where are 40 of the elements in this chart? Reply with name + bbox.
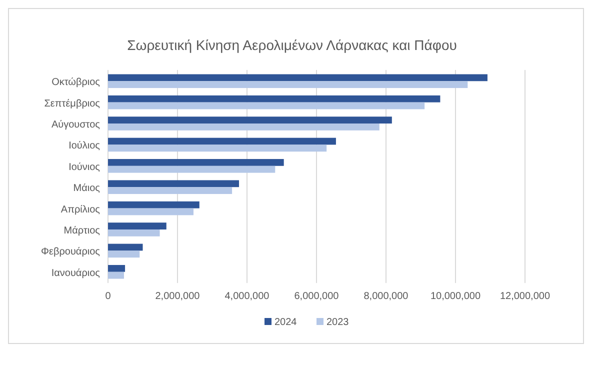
bar [108, 208, 194, 216]
bar [108, 144, 327, 152]
chart-title: Σωρευτική Κίνηση Αερολιμένων Λάρνακας και Πάφου [127, 37, 457, 53]
x-tick-label: 12,000,000 [500, 291, 550, 302]
bar [108, 116, 392, 124]
x-tick-label: 10,000,000 [430, 291, 481, 302]
x-tick-label: 0 [105, 291, 112, 302]
y-tick-label: Ιανουάριος [51, 268, 100, 279]
legend-label: 2024 [274, 317, 298, 328]
x-tick-label: 6,000,000 [294, 291, 340, 302]
bar [108, 102, 425, 110]
y-tick-label: Ιούλιος [68, 140, 100, 152]
y-tick-label: Ιούνιος [68, 162, 100, 173]
y-tick-label: Μάιος [73, 183, 100, 194]
bar [108, 124, 380, 130]
bar [108, 222, 166, 230]
bar [108, 264, 126, 272]
bar [108, 229, 160, 236]
bar [108, 187, 232, 194]
bar [108, 159, 284, 166]
x-tick-label: 4,000,000 [224, 291, 270, 302]
y-tick-label: Αύγουστος [51, 120, 100, 131]
x-tick-label: 2,000,000 [155, 291, 200, 302]
y-tick-label: Φεβρουάριος [41, 246, 100, 258]
y-tick-label: Μάρτιος [64, 225, 100, 236]
bar [108, 138, 336, 145]
y-tick-label: Απρίλιος [60, 204, 100, 216]
bar [108, 81, 468, 88]
bar [108, 201, 200, 208]
legend-label: 2023 [326, 317, 350, 328]
x-tick-label: 8,000,000 [364, 291, 409, 302]
bar [108, 95, 440, 102]
bar [108, 272, 124, 279]
bar [108, 250, 140, 258]
y-tick-label: Οκτώβριος [52, 77, 100, 88]
bar [108, 244, 143, 251]
bar [108, 74, 488, 82]
y-tick-label: Σεπτέμβριος [44, 98, 100, 110]
bar [108, 180, 240, 188]
bar [108, 166, 276, 173]
